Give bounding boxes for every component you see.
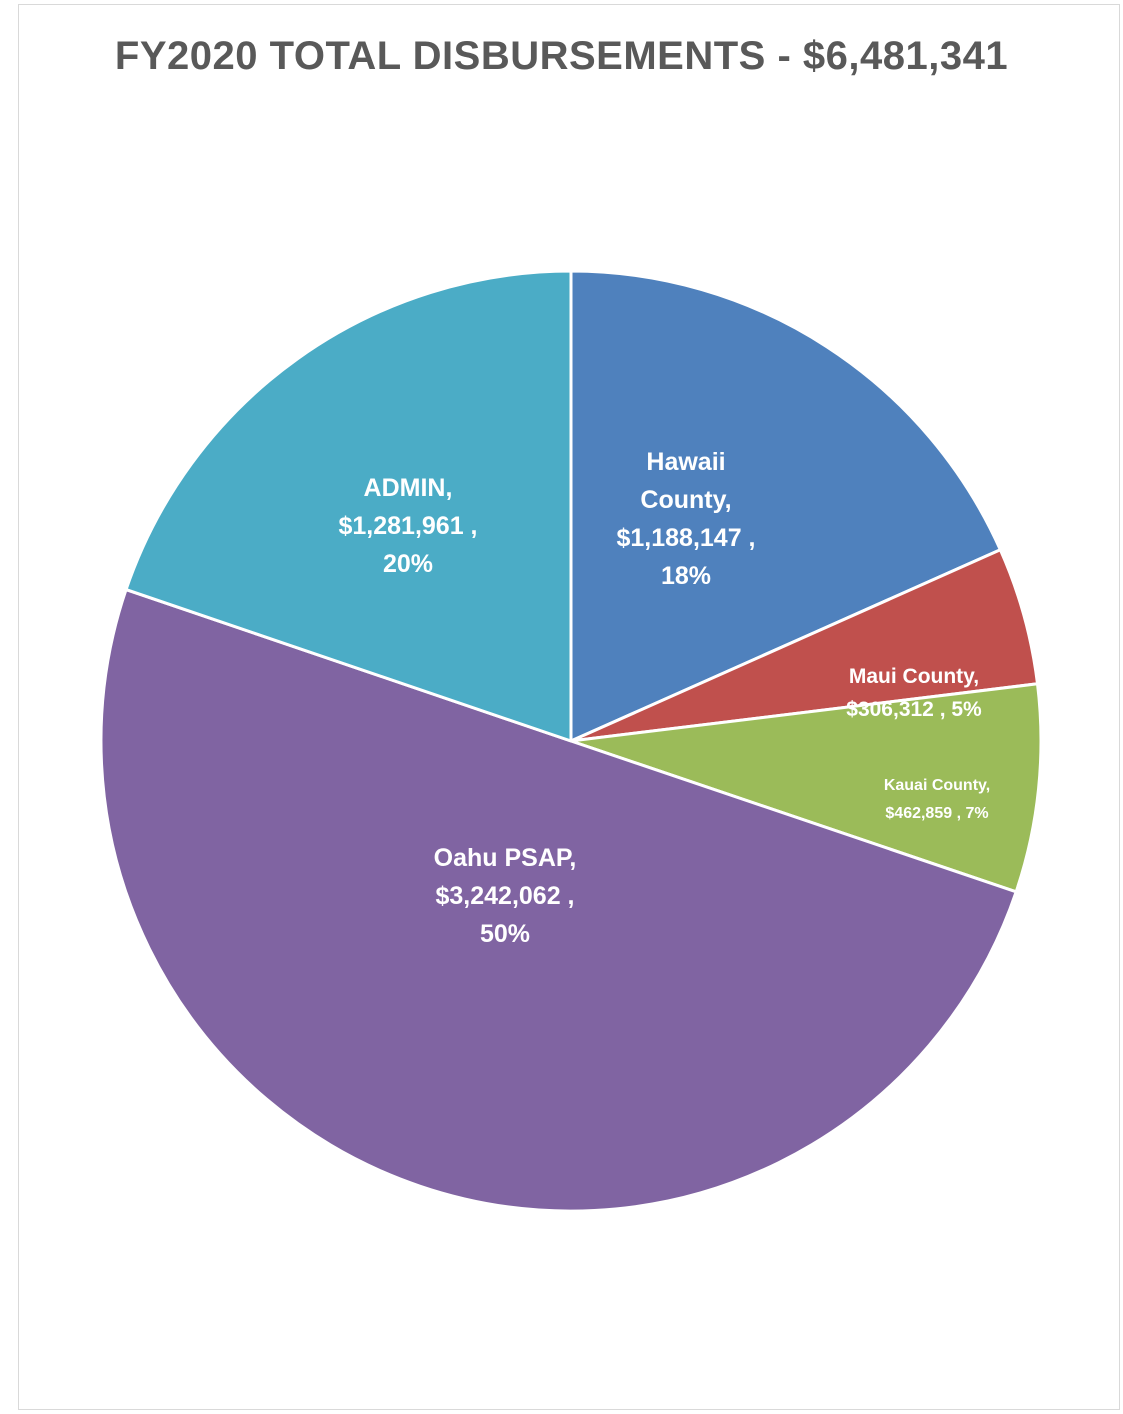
data-label-maui-county: Maui County, $306,312 , 5% xyxy=(846,665,982,721)
data-label-line: Maui County, xyxy=(849,665,979,688)
data-label-line: 18% xyxy=(661,562,711,590)
pie-slice-kauai-county xyxy=(569,682,1043,894)
data-label-oahu-psap: Oahu PSAP, $3,242,062 , 50% xyxy=(434,844,577,948)
data-label-kauai-county: Kauai County, $462,859 , 7% xyxy=(884,777,990,822)
data-label-line: $1,281,961 , xyxy=(338,512,477,540)
data-label-line: ADMIN, xyxy=(364,474,453,502)
chart-title: FY2020 TOTAL DISBURSEMENTS - $6,481,341 xyxy=(114,34,1009,78)
data-label-hawaii-county: Hawaii County, $1,188,147 , 18% xyxy=(616,448,755,590)
data-label-admin: ADMIN, $1,281,961 , 20% xyxy=(338,474,477,578)
data-label-line: $1,188,147 , xyxy=(616,524,755,552)
pie-slice-hawaii-county xyxy=(569,269,1002,743)
pie-slice-admin xyxy=(124,269,573,743)
data-label-line: $3,242,062 , xyxy=(435,882,574,910)
data-label-line: Oahu PSAP, xyxy=(434,844,577,872)
data-label-line: 20% xyxy=(383,550,433,578)
data-label-line: 50% xyxy=(480,920,530,948)
pie-slice-oahu-psap xyxy=(99,588,1018,1214)
data-label-line: County, xyxy=(640,486,731,514)
data-label-line: $462,859 , 7% xyxy=(885,805,988,822)
data-label-line: $306,312 , 5% xyxy=(846,698,982,721)
data-label-line: Hawaii xyxy=(646,448,725,476)
chart-frame xyxy=(18,4,1120,1410)
data-label-line: Kauai County, xyxy=(884,777,990,794)
